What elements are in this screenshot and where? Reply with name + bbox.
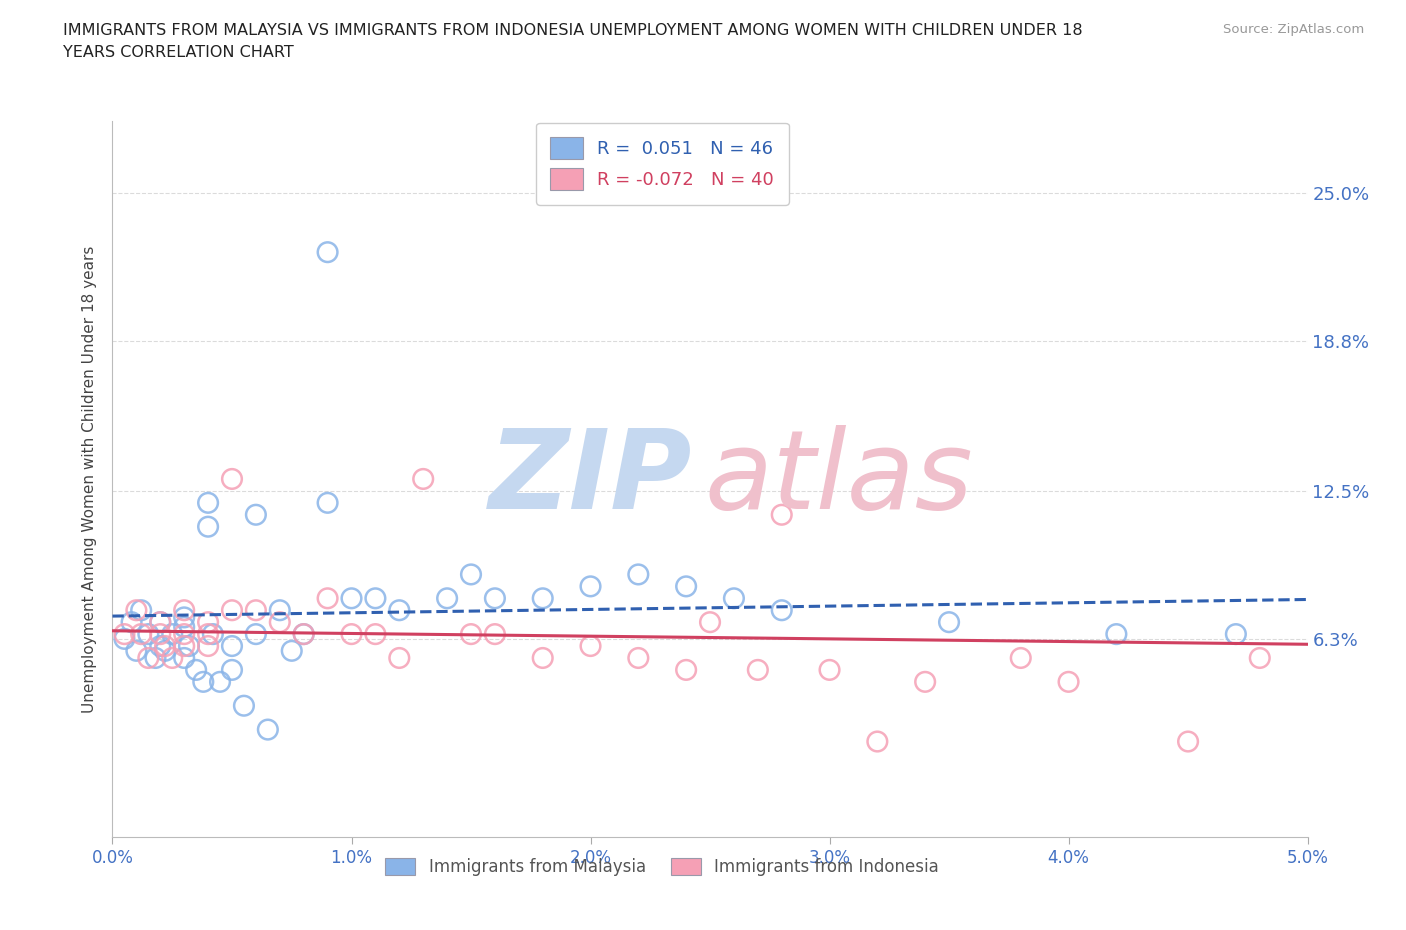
Point — [233, 698, 256, 713]
Point — [1177, 734, 1199, 749]
Point — [1225, 627, 1247, 642]
Point — [173, 610, 195, 625]
Point — [1105, 627, 1128, 642]
Point — [245, 627, 267, 642]
Point — [125, 644, 148, 658]
Point — [579, 578, 602, 593]
Point — [484, 591, 506, 605]
Point — [149, 615, 172, 630]
Point — [197, 627, 219, 642]
Point — [627, 651, 650, 666]
Point — [173, 651, 195, 666]
Point — [292, 627, 315, 642]
Point — [747, 662, 769, 677]
Point — [460, 567, 482, 582]
Point — [340, 627, 363, 642]
Point — [125, 603, 148, 618]
Point — [197, 639, 219, 654]
Text: ZIP: ZIP — [489, 425, 692, 533]
Point — [818, 662, 841, 677]
Text: Source: ZipAtlas.com: Source: ZipAtlas.com — [1223, 23, 1364, 36]
Point — [316, 591, 339, 605]
Point — [145, 651, 167, 666]
Point — [197, 615, 219, 630]
Point — [121, 615, 143, 630]
Point — [1010, 651, 1032, 666]
Point — [866, 734, 889, 749]
Point — [770, 603, 793, 618]
Point — [1057, 674, 1080, 689]
Point — [138, 651, 160, 666]
Point — [627, 567, 650, 582]
Point — [484, 627, 506, 642]
Point — [149, 639, 172, 654]
Text: YEARS CORRELATION CHART: YEARS CORRELATION CHART — [63, 45, 294, 60]
Point — [316, 496, 339, 511]
Point — [201, 627, 224, 642]
Point — [938, 615, 960, 630]
Point — [153, 639, 176, 654]
Point — [364, 627, 387, 642]
Point — [531, 591, 554, 605]
Point — [364, 591, 387, 605]
Point — [269, 615, 291, 630]
Point — [221, 662, 243, 677]
Point — [316, 245, 339, 259]
Point — [388, 603, 411, 618]
Point — [114, 627, 135, 642]
Point — [149, 615, 172, 630]
Point — [221, 639, 243, 654]
Point — [209, 674, 232, 689]
Point — [770, 508, 793, 523]
Point — [531, 651, 554, 666]
Point — [914, 674, 936, 689]
Text: atlas: atlas — [704, 425, 973, 533]
Point — [579, 639, 602, 654]
Point — [245, 603, 267, 618]
Point — [186, 662, 208, 677]
Point — [257, 722, 280, 737]
Text: IMMIGRANTS FROM MALAYSIA VS IMMIGRANTS FROM INDONESIA UNEMPLOYMENT AMONG WOMEN W: IMMIGRANTS FROM MALAYSIA VS IMMIGRANTS F… — [63, 23, 1083, 38]
Point — [723, 591, 745, 605]
Point — [153, 644, 176, 658]
Point — [197, 496, 219, 511]
Point — [340, 591, 363, 605]
Point — [292, 627, 315, 642]
Point — [173, 627, 195, 642]
Point — [193, 674, 215, 689]
Point — [699, 615, 721, 630]
Point — [388, 651, 411, 666]
Point — [162, 627, 183, 642]
Point — [460, 627, 482, 642]
Point — [173, 639, 195, 654]
Point — [173, 619, 195, 634]
Point — [149, 627, 172, 642]
Point — [675, 662, 697, 677]
Point — [269, 603, 291, 618]
Point — [245, 508, 267, 523]
Point — [221, 472, 243, 486]
Point — [114, 631, 135, 646]
Point — [177, 639, 200, 654]
Point — [221, 603, 243, 618]
Point — [173, 603, 195, 618]
Point — [129, 627, 152, 642]
Point — [129, 603, 152, 618]
Point — [138, 627, 160, 642]
Point — [162, 651, 183, 666]
Y-axis label: Unemployment Among Women with Children Under 18 years: Unemployment Among Women with Children U… — [82, 246, 97, 712]
Point — [412, 472, 434, 486]
Point — [1249, 651, 1271, 666]
Point — [436, 591, 458, 605]
Point — [675, 578, 697, 593]
Legend: Immigrants from Malaysia, Immigrants from Indonesia: Immigrants from Malaysia, Immigrants fro… — [378, 851, 946, 883]
Point — [281, 644, 304, 658]
Point — [197, 519, 219, 534]
